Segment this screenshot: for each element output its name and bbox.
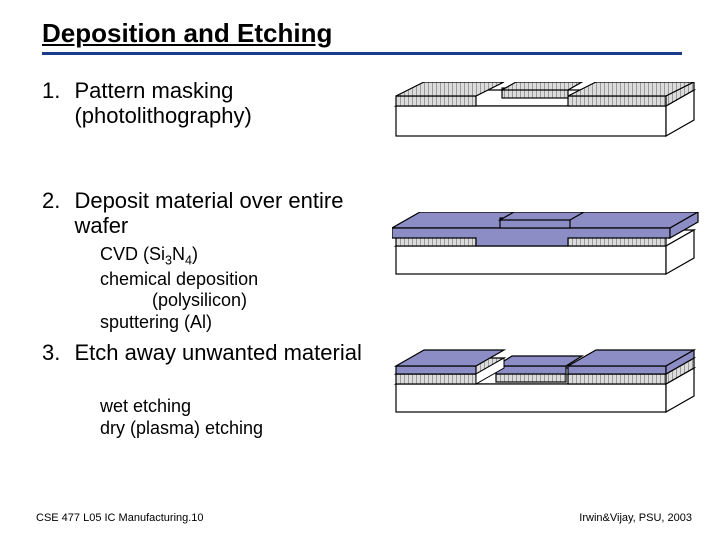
step-3-num: 3. bbox=[42, 340, 70, 366]
step-3-sub: wet etching dry (plasma) etching bbox=[100, 396, 263, 439]
sub2-line1: CVD (Si3N4) bbox=[100, 244, 198, 264]
sub2-line4: sputtering (Al) bbox=[100, 312, 212, 332]
step-2-num: 2. bbox=[42, 188, 70, 214]
step-1-num: 1. bbox=[42, 78, 70, 104]
step-2-text: Deposit material over entire wafer bbox=[74, 188, 364, 239]
footer-right: Irwin&Vijay, PSU, 2003 bbox=[579, 512, 692, 524]
page-title: Deposition and Etching bbox=[42, 18, 332, 49]
footer-left: CSE 477 L05 IC Manufacturing.10 bbox=[36, 512, 204, 524]
step-2-sub: CVD (Si3N4) chemical deposition (polysil… bbox=[100, 244, 258, 333]
title-rule bbox=[42, 52, 682, 55]
sub2-line3: (polysilicon) bbox=[100, 290, 247, 310]
sub3-line1: wet etching bbox=[100, 396, 191, 416]
step-1: 1. Pattern masking (photolithography) bbox=[42, 78, 372, 129]
step-1-text: Pattern masking (photolithography) bbox=[74, 78, 364, 129]
step-3: 3. Etch away unwanted material bbox=[42, 340, 372, 366]
sub3-line2: dry (plasma) etching bbox=[100, 418, 263, 438]
step-3-text: Etch away unwanted material bbox=[74, 340, 364, 365]
diagram-3 bbox=[392, 346, 700, 428]
diagram-1 bbox=[392, 82, 700, 152]
sub2-line2: chemical deposition bbox=[100, 269, 258, 289]
diagram-2 bbox=[392, 212, 700, 292]
step-2: 2. Deposit material over entire wafer bbox=[42, 188, 372, 239]
